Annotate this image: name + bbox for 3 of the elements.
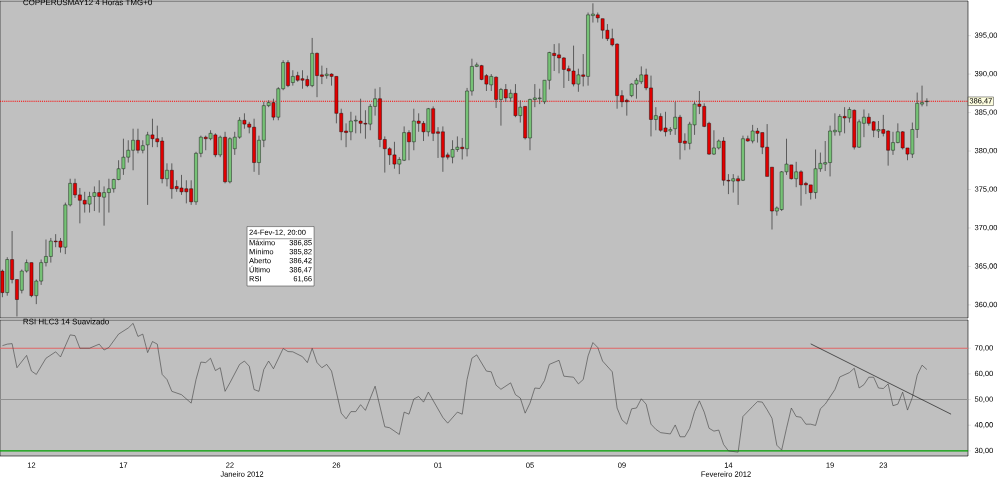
- line-series: [2, 323, 928, 453]
- candlestick: [624, 98, 629, 117]
- candlestick: [925, 97, 929, 107]
